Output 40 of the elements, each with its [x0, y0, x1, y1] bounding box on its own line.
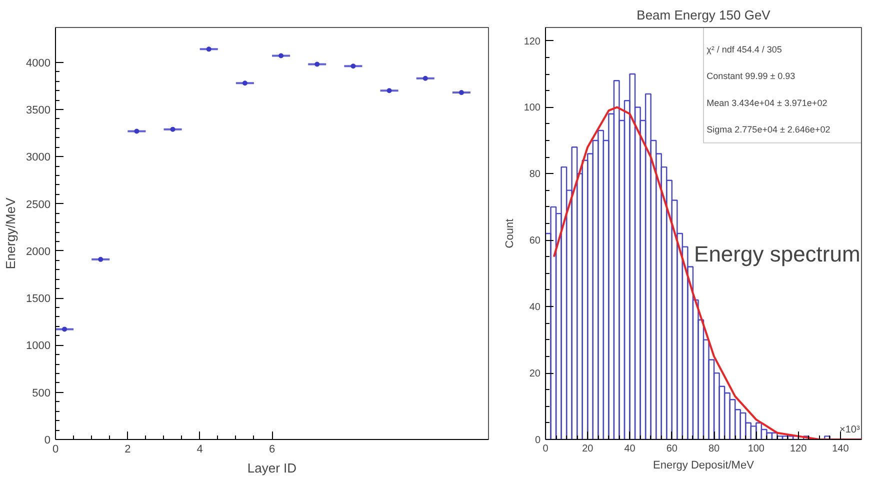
- x-tick-label: 60: [666, 444, 678, 454]
- y-tick-label: 2500: [26, 198, 51, 211]
- annotation: χ² / ndf 454.4 / 305: [706, 44, 782, 54]
- x-tick-label: 140: [832, 444, 850, 454]
- y-tick-label: 1000: [26, 340, 51, 352]
- x-tick-label: 4: [196, 444, 203, 456]
- x-tick-label: 0: [542, 444, 549, 454]
- line-series: [552, 106, 862, 440]
- y-tick-label: 80: [529, 169, 541, 180]
- y-tick-label: 100: [524, 102, 541, 114]
- x-tick-label: 120: [790, 444, 808, 454]
- y-axis-title: Count: [504, 218, 516, 248]
- y-tick-label: 0: [534, 435, 541, 446]
- y-tick-label: 3500: [26, 104, 51, 117]
- y-tick-label: 2000: [26, 246, 51, 258]
- annotation: Energy spectrum: [694, 241, 860, 266]
- annotation: Mean 3.434e+04 ± 3.971e+02: [706, 98, 828, 108]
- y-tick-label: 60: [529, 236, 541, 247]
- y-tick-label: 4000: [26, 57, 51, 70]
- x-tick-label: 100: [748, 444, 765, 454]
- x-tick-label: 6: [268, 444, 276, 456]
- x-tick-label: 80: [708, 444, 720, 454]
- annotation: Constant 99.99 ± 0.93: [706, 71, 796, 82]
- y-tick-label: 500: [32, 387, 51, 400]
- y-tick-label: 0: [44, 434, 51, 446]
- y-tick-label: 40: [529, 302, 541, 314]
- y-tick-label: 120: [524, 36, 541, 48]
- y-axis-title: Energy/MeV: [3, 197, 18, 270]
- x-axis-title: Layer ID: [247, 460, 297, 476]
- x-tick-label: 0: [52, 444, 59, 456]
- y-tick-label: 3000: [26, 152, 51, 164]
- x-axis-title: Energy Deposit/MeV: [653, 460, 755, 472]
- x-tick-label: 2: [124, 444, 131, 456]
- y-tick-label: 20: [529, 368, 541, 380]
- annotation: Sigma 2.775e+04 ± 2.646e+02: [706, 124, 830, 135]
- y-tick-label: 1500: [26, 293, 51, 306]
- x-tick-label: 40: [624, 444, 636, 454]
- x-tick-label: 20: [582, 444, 594, 454]
- chart-title: Beam Energy 150 GeV: [636, 8, 771, 22]
- annotation: ×10³: [840, 424, 860, 436]
